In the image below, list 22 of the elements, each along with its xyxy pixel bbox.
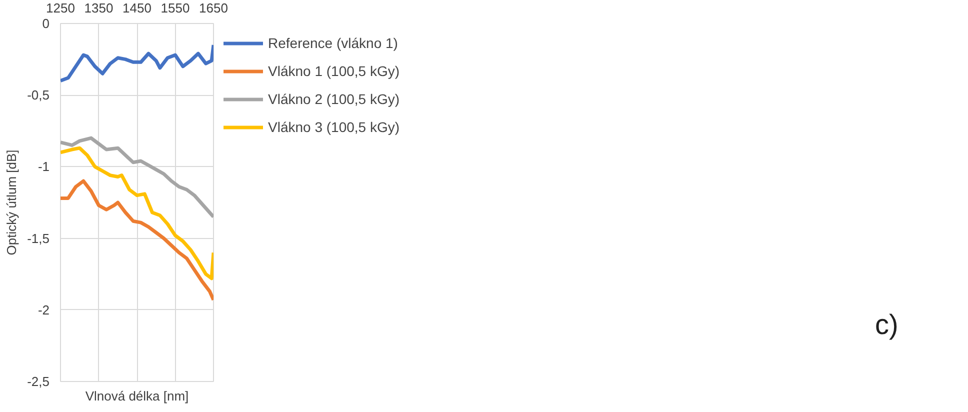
y-tick-label: -0,5 — [27, 88, 50, 103]
y-tick-label: -2,5 — [27, 374, 50, 389]
y-tick-label: -2 — [38, 302, 50, 318]
text: c) — [875, 308, 898, 342]
line-series — [60, 136, 214, 219]
x-tick-label: 1250 — [46, 0, 75, 16]
y-tick-label: -1,5 — [27, 230, 50, 246]
x-axis-title: Vlnová délka [nm] — [85, 388, 189, 404]
line-series — [60, 146, 214, 280]
x-tick-label: 1650 — [199, 0, 228, 16]
y-tick-label: -1 — [38, 159, 50, 174]
line-series — [60, 179, 214, 302]
legend-label: Vlákno 2 (100,5 kGy) — [268, 91, 400, 107]
x-tick-label: 1450 — [122, 0, 152, 16]
x-tick-label: 1550 — [160, 0, 190, 16]
x-tick-label: 1350 — [84, 0, 114, 16]
legend-label: Vlákno 1 (100,5 kGy) — [268, 63, 400, 79]
legend-label: Vlákno 3 (100,5 kGy) — [268, 119, 400, 135]
legend-label: Reference (vlákno 1) — [268, 35, 398, 51]
y-axis-title: Optický útlum [dB] — [4, 150, 20, 256]
line-series — [60, 43, 214, 83]
y-tick-label: 0 — [42, 16, 50, 31]
